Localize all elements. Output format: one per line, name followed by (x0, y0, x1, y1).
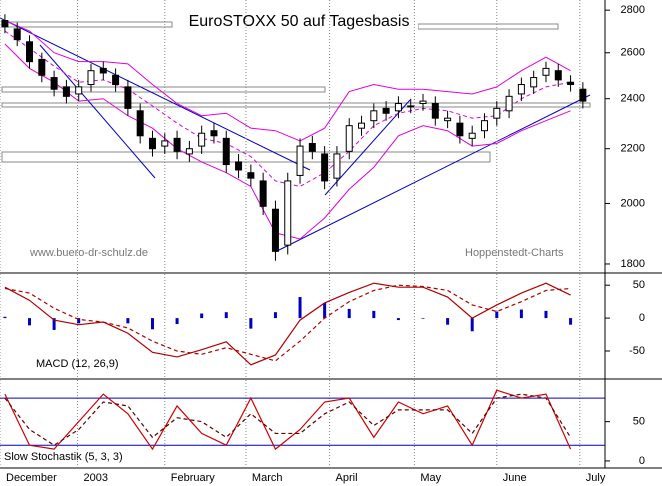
candle-body (210, 130, 218, 137)
chart-title: EuroSTOXX 50 auf Tagesbasis (189, 13, 410, 30)
candle-body (431, 103, 439, 119)
x-tick-label: May (420, 472, 441, 484)
candle-body (87, 70, 95, 86)
box (1, 102, 591, 108)
y-tick-label: 2000 (621, 197, 645, 209)
candle-body (567, 81, 575, 86)
candle-body (308, 142, 316, 152)
candle-body (542, 67, 550, 76)
y-tick-label: -50 (629, 345, 645, 357)
candle-body (222, 137, 230, 166)
candle-body (419, 100, 427, 105)
trend-lines (0, 17, 591, 253)
series-line (4, 389, 572, 451)
candle-body (382, 107, 390, 114)
candle-body (493, 107, 501, 119)
candle-body (480, 120, 488, 132)
trend-line (39, 44, 156, 179)
band-upper (4, 20, 571, 142)
y-tick-label: 50 (633, 416, 645, 428)
source-right: Hoppenstedt-Charts (465, 247, 564, 259)
candle-body (271, 208, 279, 252)
candle-body (394, 103, 402, 112)
x-tick-label: July (586, 472, 606, 484)
candle-body (50, 77, 58, 90)
y-tick-label: 2800 (621, 4, 645, 16)
x-tick-label: 2003 (83, 472, 107, 484)
candle-body (296, 145, 304, 176)
frame (0, 0, 662, 469)
trend-line (274, 94, 591, 253)
x-tick-label: March (252, 472, 283, 484)
candle-body (161, 140, 169, 147)
x-tick-label: February (171, 472, 216, 484)
candle-body (259, 180, 267, 207)
candle-body (148, 137, 156, 150)
candle-body (173, 137, 181, 152)
candle-body (505, 95, 513, 112)
candle-body (358, 122, 366, 129)
series-line (4, 393, 572, 446)
y-tick-label: 50 (633, 279, 645, 291)
x-tick-label: June (503, 472, 527, 484)
title-bg (180, 11, 418, 33)
candle-body (247, 172, 255, 179)
macd-label: MACD (12, 26,9) (36, 358, 119, 370)
candle-body (579, 88, 587, 102)
candle-body (38, 58, 46, 76)
candle-body (517, 84, 525, 95)
y-tick-label: 2600 (621, 47, 645, 59)
candle-body (124, 86, 132, 109)
candle-body (284, 180, 292, 246)
candle-body (468, 132, 476, 139)
y-tick-label: 1800 (621, 258, 645, 270)
x-tick-label: December (6, 472, 57, 484)
candle-body (345, 125, 353, 152)
series-line (4, 282, 571, 366)
trend-line (324, 99, 411, 196)
y-tick-label: 2400 (621, 93, 645, 105)
candle-body (407, 105, 415, 108)
candle-body (62, 86, 70, 97)
stoch-label: Slow Stochastik (5, 3, 3) (4, 451, 123, 463)
x-tick-label: April (336, 472, 358, 484)
y-tick-label: 2200 (621, 143, 645, 155)
series-line (4, 284, 571, 362)
candle-body (26, 41, 34, 63)
candle-body (99, 67, 107, 74)
candle-body (198, 132, 206, 147)
source-left: www.buero-dr-schulz.de (29, 247, 148, 259)
candle-body (1, 20, 9, 28)
candle-body (333, 153, 341, 179)
candle-body (530, 77, 538, 88)
candle-body (136, 110, 144, 137)
candle-body (456, 122, 464, 137)
box (1, 86, 326, 93)
y-tick-label: 0 (639, 312, 645, 324)
candle-body (321, 153, 329, 182)
candle-body (13, 28, 21, 41)
y-tick-label: 0 (639, 455, 645, 467)
trend-line (0, 17, 311, 171)
candle-body (185, 148, 193, 155)
candle-body (235, 161, 243, 171)
candle-body (112, 74, 120, 86)
candle-body (554, 70, 562, 81)
candle-body (75, 86, 83, 95)
candle-body (444, 117, 452, 122)
candle-body (370, 110, 378, 122)
